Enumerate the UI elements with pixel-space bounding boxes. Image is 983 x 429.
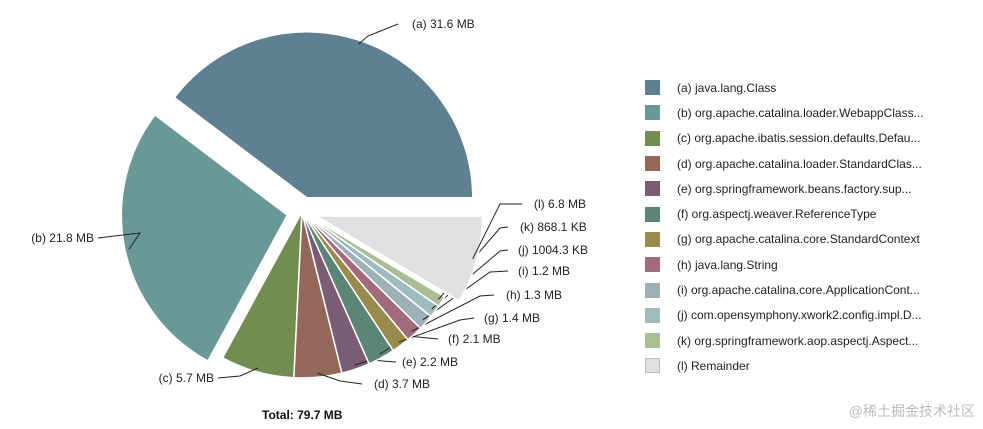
- legend-label: (k) org.springframework.aop.aspectj.Aspe…: [677, 333, 919, 348]
- watermark: @稀土掘金技术社区: [848, 403, 975, 419]
- pie-chart-area: (a) 31.6 MB (b) 21.8 MB (c) 5.7 MB (d) 3.7 …: [31, 17, 588, 422]
- data-label-k: (k) 868.1 KB: [520, 220, 587, 234]
- legend-item-a: (a) java.lang.Class: [645, 75, 980, 100]
- chart-legend: (a) java.lang.Class (b) org.apache.catali…: [645, 75, 980, 379]
- legend-item-f: (f) org.aspectj.weaver.ReferenceType: [645, 201, 980, 226]
- leader-line-c: [217, 367, 259, 379]
- legend-label: (j) com.opensymphony.xwork2.config.impl.…: [677, 308, 922, 323]
- legend-swatch: [645, 282, 660, 298]
- pie-chart: (a) 31.6 MB (b) 21.8 MB (c) 5.7 MB (d) 3.7 …: [31, 17, 588, 391]
- legend-label: (a) java.lang.Class: [677, 80, 777, 95]
- data-label-g: (g) 1.4 MB: [484, 311, 540, 325]
- legend-swatch: [645, 231, 660, 247]
- pie-slice-b: [120, 113, 289, 362]
- data-label-f: (f) 2.1 MB: [448, 332, 501, 346]
- legend-label: (l) Remainder: [677, 358, 750, 373]
- legend-swatch: [645, 130, 660, 146]
- legend-item-g: (g) org.apache.catalina.core.StandardCon…: [645, 227, 980, 252]
- leader-line-a: [358, 23, 399, 45]
- data-label-e: (e) 2.2 MB: [402, 355, 458, 369]
- legend-swatch: [645, 80, 660, 96]
- legend-label: (h) java.lang.String: [677, 257, 778, 272]
- legend-item-i: (i) org.apache.catalina.core.Application…: [645, 277, 980, 302]
- legend-swatch: [645, 206, 660, 222]
- leader-line-b: [97, 232, 142, 250]
- data-label-i: (i) 1.2 MB: [518, 264, 570, 278]
- pie-slice-l: [313, 215, 484, 302]
- legend-item-d: (d) org.apache.catalina.loader.StandardC…: [645, 151, 980, 176]
- legend-label: (g) org.apache.catalina.core.StandardCon…: [677, 232, 920, 247]
- data-label-d: (d) 3.7 MB: [374, 377, 430, 391]
- legend-swatch: [645, 105, 660, 121]
- legend-item-e: (e) org.springframework.beans.factory.su…: [645, 176, 980, 201]
- legend-label: (b) org.apache.catalina.loader.WebappCla…: [677, 105, 924, 120]
- data-label-j: (j) 1004.3 KB: [518, 243, 588, 257]
- leader-line-h: [411, 294, 495, 332]
- data-label-c: (c) 5.7 MB: [159, 371, 214, 385]
- legend-swatch: [645, 307, 660, 323]
- legend-item-b: (b) org.apache.catalina.loader.WebappCla…: [645, 100, 980, 125]
- legend-swatch: [645, 358, 660, 374]
- legend-swatch: [645, 156, 660, 172]
- legend-swatch: [645, 181, 660, 197]
- leader-line-g: [398, 317, 475, 343]
- leader-line-l: [472, 203, 522, 260]
- legend-label: (f) org.aspectj.weaver.ReferenceType: [677, 207, 877, 222]
- legend-label: (i) org.apache.catalina.core.Application…: [677, 283, 920, 298]
- legend-item-k: (k) org.springframework.aop.aspectj.Aspe…: [645, 328, 980, 353]
- legend-swatch: [645, 333, 660, 349]
- pie-slice-k: [301, 211, 446, 308]
- pie-slice-a: [173, 31, 474, 199]
- data-label-a: (a) 31.6 MB: [412, 17, 475, 31]
- legend-item-l: (l) Remainder: [645, 353, 980, 378]
- legend-item-j: (j) com.opensymphony.xwork2.config.impl.…: [645, 303, 980, 328]
- legend-label: (d) org.apache.catalina.loader.StandardC…: [677, 156, 922, 171]
- data-label-h: (h) 1.3 MB: [506, 288, 562, 302]
- legend-item-c: (c) org.apache.ibatis.session.defaults.D…: [645, 126, 980, 151]
- legend-item-h: (h) java.lang.String: [645, 252, 980, 277]
- data-label-b: (b) 21.8 MB: [31, 231, 94, 245]
- leader-line-i: [422, 270, 509, 321]
- chart-total-label: Total: 79.7 MB: [262, 408, 343, 422]
- legend-label: (c) org.apache.ibatis.session.defaults.D…: [677, 131, 921, 146]
- leader-line-d: [317, 372, 363, 385]
- legend-swatch: [645, 257, 660, 273]
- data-label-l: (l) 6.8 MB: [534, 197, 586, 211]
- legend-label: (e) org.springframework.beans.factory.su…: [677, 181, 912, 196]
